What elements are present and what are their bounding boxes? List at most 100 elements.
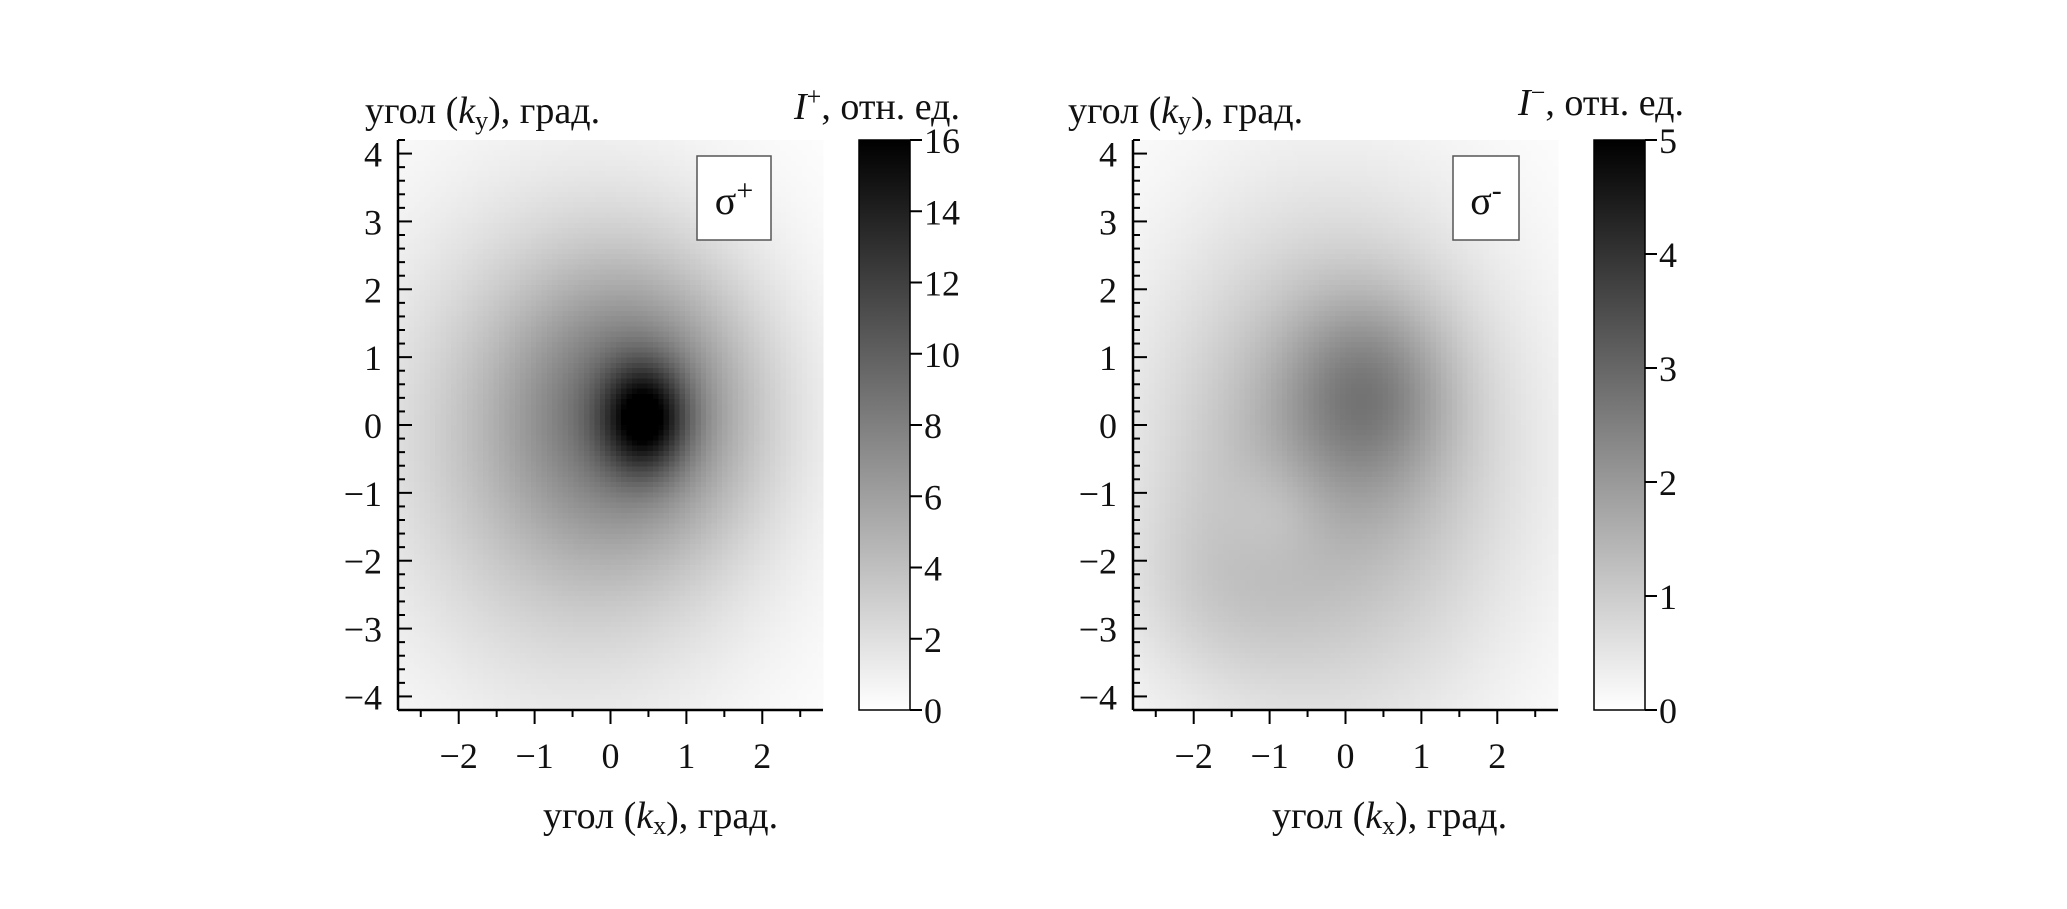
heatmap-cell [413, 311, 420, 317]
heatmap-cell [403, 269, 410, 276]
heatmap-cell [562, 404, 569, 411]
heatmap-cell [467, 368, 473, 374]
heatmap-cell [573, 435, 580, 442]
heatmap-cell [429, 585, 436, 592]
heatmap-cell [493, 259, 500, 265]
heatmap-cell [440, 393, 447, 400]
heatmap-cell [451, 388, 458, 395]
heatmap-cell [488, 383, 495, 390]
heatmap-cell [626, 248, 633, 255]
heatmap-cell [509, 653, 516, 659]
heatmap-cell [451, 197, 458, 203]
heatmap-cell [568, 259, 574, 265]
heatmap-cell [514, 347, 521, 354]
heatmap-cell [445, 658, 452, 664]
heatmap-cell [546, 673, 553, 680]
heatmap-cell [605, 497, 612, 504]
heatmap-cell [467, 197, 473, 203]
heatmap-cell [440, 554, 447, 561]
heatmap-cell [610, 186, 617, 193]
heatmap-cell [435, 658, 442, 664]
heatmap-cell [472, 704, 479, 711]
heatmap-cell [594, 689, 601, 696]
heatmap-cell [610, 559, 617, 566]
heatmap-cell [626, 704, 633, 711]
heatmap-cell [504, 222, 511, 229]
heatmap-cell [589, 362, 596, 369]
heatmap-cell [557, 528, 564, 535]
heatmap-cell [536, 357, 543, 364]
heatmap-cell [408, 399, 415, 405]
heatmap-cell [451, 559, 458, 566]
heatmap-cell [504, 435, 511, 442]
heatmap-cell [435, 295, 442, 302]
heatmap-cell [583, 290, 590, 297]
heatmap-cell [445, 342, 452, 348]
heatmap-cell [472, 409, 479, 416]
heatmap-cell [631, 471, 638, 478]
heatmap-cell [403, 668, 410, 675]
heatmap-cell [568, 653, 574, 659]
heatmap-cell [445, 269, 452, 276]
heatmap-cell [520, 575, 527, 582]
heatmap-cell [562, 658, 569, 664]
heatmap-cell [530, 264, 537, 271]
heatmap-cell [408, 290, 415, 297]
heatmap-cell [424, 621, 431, 628]
heatmap-cell [562, 357, 569, 364]
heatmap-cell [557, 383, 564, 390]
heatmap-cell [631, 544, 638, 550]
heatmap-cell [546, 378, 553, 385]
heatmap-cell [605, 704, 612, 711]
heatmap-cell [546, 461, 553, 468]
heatmap-cell [403, 342, 410, 348]
heatmap-cell [578, 248, 585, 255]
heatmap-cell [525, 570, 532, 576]
heatmap-cell [621, 445, 628, 452]
heatmap-cell [461, 580, 468, 587]
heatmap-cell [615, 497, 622, 504]
heatmap-cell [488, 171, 495, 177]
heatmap-cell [493, 347, 500, 354]
heatmap-cell [631, 570, 638, 576]
heatmap-cell [520, 207, 527, 214]
heatmap-cell [541, 336, 548, 343]
heatmap-cell [445, 627, 452, 633]
heatmap-cell [456, 357, 463, 364]
heatmap-cell [514, 502, 521, 509]
heatmap-cell [472, 378, 479, 385]
heatmap-cell [626, 616, 633, 623]
heatmap-cell [589, 383, 596, 390]
heatmap-cell [451, 409, 458, 416]
heatmap-cell [483, 673, 489, 680]
heatmap-cell [568, 684, 574, 690]
heatmap-cell [626, 642, 633, 649]
heatmap-cell [530, 150, 537, 157]
heatmap-cell [525, 248, 532, 255]
heatmap-cell [498, 678, 505, 685]
heatmap-cell [568, 606, 574, 613]
heatmap-cell [456, 632, 463, 639]
heatmap-cell [552, 585, 558, 592]
heatmap-cell [530, 559, 537, 566]
heatmap-cell [594, 295, 601, 302]
heatmap-cell [456, 316, 463, 322]
heatmap-cell [546, 559, 553, 566]
heatmap-cell [451, 689, 458, 696]
heatmap-cell [536, 461, 543, 468]
heatmap-cell [424, 186, 431, 193]
heatmap-cell [419, 342, 426, 348]
heatmap-cell [605, 388, 612, 395]
heatmap-cell [520, 580, 527, 587]
heatmap-cell [583, 450, 590, 457]
heatmap-cell [403, 316, 410, 322]
heatmap-cell [610, 336, 617, 343]
heatmap-cell [440, 197, 447, 203]
heatmap-cell [493, 145, 500, 151]
heatmap-cell [552, 627, 558, 633]
heatmap-cell [429, 632, 436, 639]
heatmap-cell [504, 575, 511, 582]
heatmap-cell [621, 326, 628, 333]
heatmap-cell [562, 606, 569, 613]
heatmap-cell [525, 637, 532, 644]
